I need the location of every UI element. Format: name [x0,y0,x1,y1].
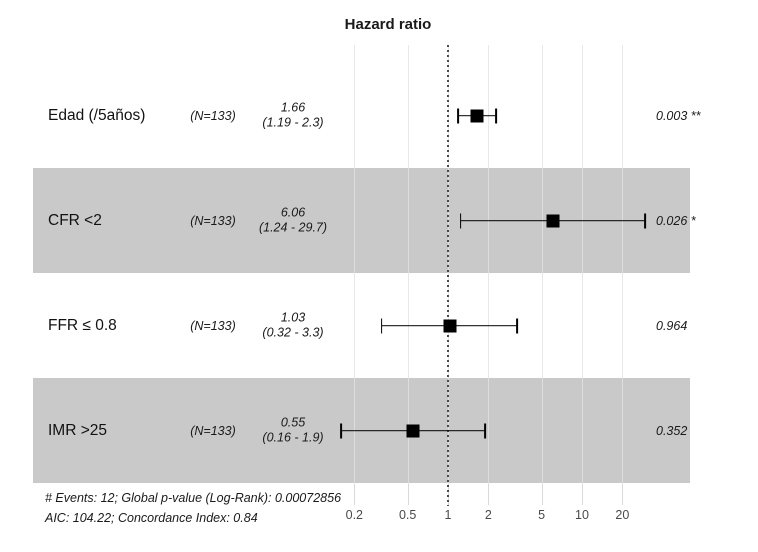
x-axis-tick [541,484,543,505]
ci-cap-low [457,108,460,123]
hr-point-marker [546,214,560,227]
row-estimate-ci: 1.66 (1.19 - 2.3) [262,100,323,131]
row-ci-range: (0.16 - 1.9) [262,430,324,445]
row-estimate-ci: 1.03 (0.32 - 3.3) [262,310,323,341]
row-estimate-value: 0.55 [280,414,306,429]
hr-point-marker [406,424,420,437]
chart-title: Hazard ratio [344,16,432,33]
x-tick-label: 1 [444,508,452,522]
footer-line-aic: AIC: 104.22; Concordance Index: 0.84 [45,511,258,525]
ci-cap-low [459,213,462,228]
x-axis-tick [582,484,583,505]
gridline [488,45,490,484]
reference-line [447,45,449,506]
ci-cap-high [644,213,647,228]
row-label: IMR >25 [48,421,108,439]
row-estimate-value: 6.06 [280,204,306,219]
row-p-value: 0.964 [656,318,688,333]
gridline [622,45,624,484]
footer-stats: # Events: 12; Global p-value (Log-Rank):… [45,488,341,528]
footer-line-events: # Events: 12; Global p-value (Log-Rank):… [45,491,342,505]
row-label: CFR <2 [48,211,102,229]
gridline [407,45,409,484]
row-n-count: (N=133) [190,108,236,123]
row-label: Edad (/5años) [48,106,146,124]
ci-cap-low [380,318,383,333]
row-label: FFR ≤ 0.8 [48,316,117,334]
ci-cap-high [516,318,519,333]
row-estimate-value: 1.03 [280,309,306,324]
row-ci-range: (1.24 - 29.7) [258,220,328,235]
gridline [354,45,356,484]
x-tick-label: 10 [575,508,589,522]
row-n-count: (N=133) [190,423,236,438]
x-axis-tick [622,484,624,505]
ci-cap-high [484,423,487,438]
row-ci-range: (0.32 - 3.3) [262,325,324,340]
row-n-count: (N=133) [190,318,236,333]
gridline [541,45,543,484]
row-p-value: 0.352 [656,423,688,438]
row-p-value: 0.003 ** [656,108,701,123]
x-axis-tick [407,484,409,505]
gridline [582,45,583,484]
x-tick-label: 2 [484,508,492,522]
ci-cap-low [340,423,343,438]
row-estimate-value: 1.66 [280,99,306,114]
row-estimate-ci: 0.55 (0.16 - 1.9) [262,415,323,446]
row-p-value: 0.026 * [656,213,696,228]
row-estimate-ci: 6.06 (1.24 - 29.7) [259,205,327,236]
x-tick-label: 5 [538,508,546,522]
row-n-count: (N=133) [190,213,236,228]
x-tick-label: 20 [615,508,630,522]
row-ci-range: (1.19 - 2.3) [262,115,324,130]
x-tick-label: 0.5 [398,508,417,522]
ci-cap-high [495,108,498,123]
x-tick-label: 0.2 [345,508,364,522]
x-axis-tick [354,484,356,505]
hr-point-marker [443,319,457,332]
x-axis-tick [488,484,490,505]
hr-point-marker [470,109,484,122]
